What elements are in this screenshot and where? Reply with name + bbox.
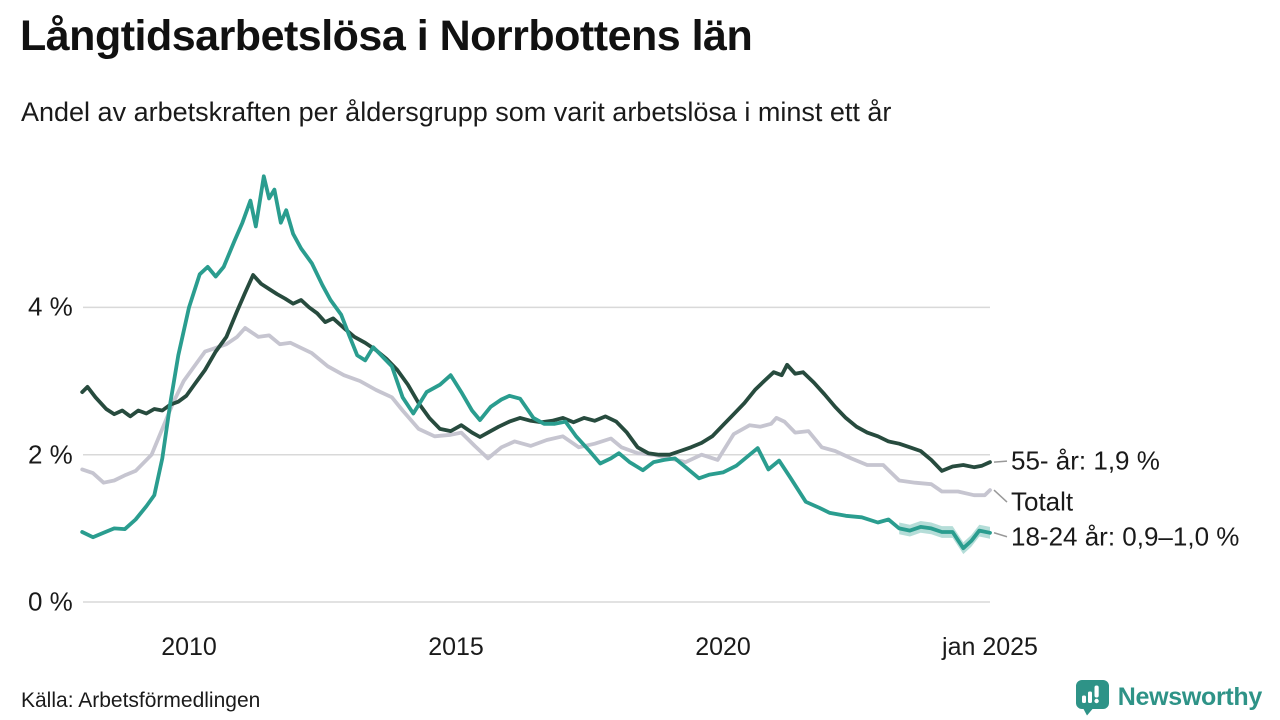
newsworthy-logo: Newsworthy xyxy=(1073,678,1262,716)
y-axis-tick-label: 2 % xyxy=(28,439,73,470)
x-axis-tick-label: jan 2025 xyxy=(942,633,1038,661)
label-leader-line xyxy=(993,489,1008,503)
series-line-55- år xyxy=(80,273,992,473)
x-axis-tick-label: 2015 xyxy=(428,633,484,661)
series-end-label-totalt: Totalt xyxy=(1011,486,1074,517)
series-end-label-18-24: 18-24 år: 0,9–1,0 % xyxy=(1011,521,1240,552)
label-leader-line xyxy=(993,532,1008,538)
y-axis-tick-label: 4 % xyxy=(28,291,73,322)
label-leader-line xyxy=(993,460,1008,463)
uncertainty-band xyxy=(899,521,990,555)
chart-title: Långtidsarbetslösa i Norrbottens län xyxy=(20,12,753,60)
x-axis-tick-label: 2020 xyxy=(695,633,751,661)
x-axis-tick-label: 2010 xyxy=(161,633,217,661)
newsworthy-logo-text: Newsworthy xyxy=(1117,682,1263,711)
y-axis-tick-label: 0 % xyxy=(28,586,73,617)
chart-subtitle: Andel av arbetskraften per åldersgrupp s… xyxy=(21,97,892,127)
series-end-label-55: 55- år: 1,9 % xyxy=(1011,445,1160,476)
newsworthy-logo-icon xyxy=(1075,680,1109,716)
series-line-18-24 år xyxy=(80,174,992,551)
source-credit: Källa: Arbetsförmedlingen xyxy=(21,689,261,712)
series-line-Totalt xyxy=(80,326,992,498)
